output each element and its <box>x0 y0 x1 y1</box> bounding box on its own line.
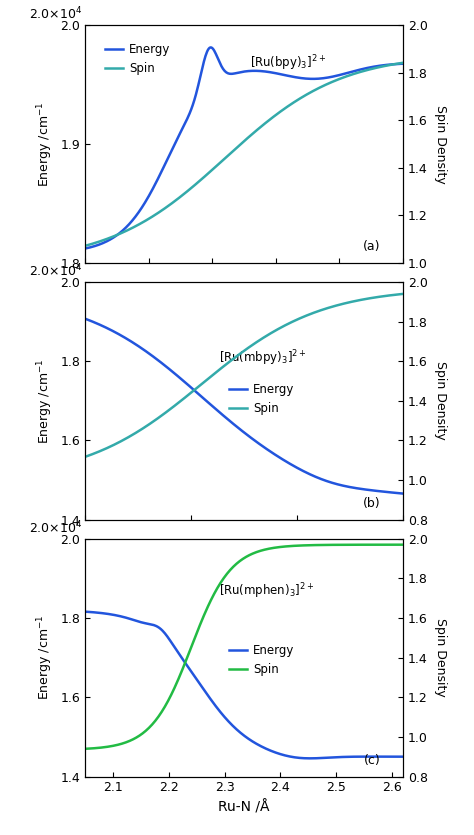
Legend: Energy, Spin: Energy, Spin <box>225 378 299 419</box>
Legend: Energy, Spin: Energy, Spin <box>101 38 175 79</box>
Y-axis label: Energy /cm$^{-1}$: Energy /cm$^{-1}$ <box>36 101 55 187</box>
Y-axis label: Spin Density: Spin Density <box>434 362 447 440</box>
Text: 2.0×10$^4$: 2.0×10$^4$ <box>29 263 82 280</box>
Text: (b): (b) <box>363 497 381 510</box>
Text: [Ru(bpy)$_3$]$^{2+}$: [Ru(bpy)$_3$]$^{2+}$ <box>250 53 327 73</box>
Text: [Ru(mphen)$_3$]$^{2+}$: [Ru(mphen)$_3$]$^{2+}$ <box>219 581 314 601</box>
Text: (a): (a) <box>363 240 381 253</box>
Text: [Ru(mbpy)$_3$]$^{2+}$: [Ru(mbpy)$_3$]$^{2+}$ <box>219 348 306 368</box>
X-axis label: Ru-N /Å: Ru-N /Å <box>219 800 270 814</box>
Legend: Energy, Spin: Energy, Spin <box>225 640 299 681</box>
Text: (c): (c) <box>364 754 381 767</box>
Y-axis label: Energy /cm$^{-1}$: Energy /cm$^{-1}$ <box>36 615 55 701</box>
Y-axis label: Energy /cm$^{-1}$: Energy /cm$^{-1}$ <box>36 358 55 443</box>
Text: 2.0×10$^4$: 2.0×10$^4$ <box>29 519 82 536</box>
Text: 2.0×10$^4$: 2.0×10$^4$ <box>29 6 82 23</box>
Y-axis label: Spin Density: Spin Density <box>434 618 447 697</box>
Y-axis label: Spin Density: Spin Density <box>434 104 447 184</box>
